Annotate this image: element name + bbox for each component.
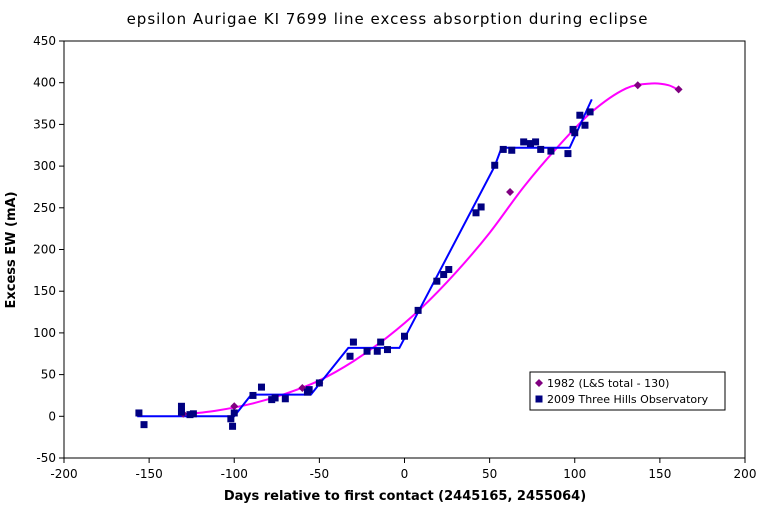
- data-point-2009: [377, 338, 385, 346]
- y-tick-label: 400: [33, 76, 56, 90]
- y-tick-label: 200: [33, 243, 56, 257]
- data-point-2009: [177, 408, 185, 416]
- x-tick-label: -200: [50, 467, 77, 481]
- y-tick-label: 150: [33, 284, 56, 298]
- x-tick-label: -150: [136, 467, 163, 481]
- data-point-1982: [633, 81, 642, 90]
- data-point-2009: [472, 209, 480, 217]
- y-axis-ticks: -50 0 50 100 150 200 250 300 350 400 450: [33, 34, 64, 465]
- y-tick-label: 300: [33, 159, 56, 173]
- legend-marker-diamond-icon: [535, 379, 543, 387]
- data-point-2009: [249, 391, 257, 399]
- data-point-1982: [506, 187, 515, 196]
- legend: 1982 (L&S total - 130) 2009 Three Hills O…: [529, 371, 726, 411]
- data-point-2009: [445, 266, 453, 274]
- y-tick-label: 350: [33, 117, 56, 131]
- x-tick-label: 50: [482, 467, 497, 481]
- y-axis-label: Excess EW (mA): [4, 191, 19, 308]
- data-point-2009: [373, 347, 381, 355]
- data-point-2009: [440, 271, 448, 279]
- data-point-2009: [477, 203, 485, 211]
- x-tick-label: 200: [734, 467, 757, 481]
- y-tick-label: 100: [33, 326, 56, 340]
- x-tick-label: -50: [310, 467, 330, 481]
- data-point-2009: [508, 146, 516, 154]
- data-point-2009: [576, 111, 584, 119]
- data-point-2009: [564, 150, 572, 158]
- data-point-2009: [526, 140, 534, 148]
- x-tick-label: 150: [648, 467, 671, 481]
- data-point-2009: [547, 147, 555, 155]
- data-point-2009: [532, 138, 540, 146]
- legend-label: 2009 Three Hills Observatory: [547, 393, 709, 406]
- legend-box: [529, 371, 726, 411]
- data-point-1982: [230, 402, 239, 411]
- data-point-2009: [177, 402, 185, 410]
- data-point-2009: [349, 338, 357, 346]
- data-point-1982: [674, 85, 683, 94]
- data-point-2009: [537, 145, 545, 153]
- y-tick-label: 0: [48, 409, 56, 423]
- y-tick-label: 250: [33, 201, 56, 215]
- y-tick-label: 50: [41, 368, 56, 382]
- chart-title: epsilon Aurigae KI 7699 line excess abso…: [126, 10, 649, 28]
- data-point-2009: [135, 409, 143, 417]
- y-tick-label: 450: [33, 34, 56, 48]
- data-point-2009: [271, 394, 279, 402]
- data-point-2009: [140, 421, 148, 429]
- legend-marker-square-icon: [535, 395, 543, 403]
- data-point-2009: [586, 108, 594, 116]
- data-point-2009: [230, 409, 238, 417]
- data-point-2009: [571, 129, 579, 137]
- data-point-2009: [433, 277, 441, 285]
- data-point-2009: [581, 121, 589, 129]
- data-point-2009: [189, 410, 197, 418]
- data-point-2009: [414, 306, 422, 314]
- data-point-2009: [257, 383, 265, 391]
- x-tick-label: 0: [401, 467, 409, 481]
- x-tick-label: 100: [563, 467, 586, 481]
- x-axis-ticks: -200 -150 -100 -50 0 50 100 150 200: [50, 458, 756, 481]
- data-point-2009: [227, 415, 235, 423]
- data-point-2009: [383, 346, 391, 354]
- legend-label: 1982 (L&S total - 130): [547, 377, 669, 390]
- data-point-2009: [229, 422, 237, 430]
- data-point-2009: [346, 352, 354, 360]
- y-tick-label: -50: [36, 451, 56, 465]
- data-point-2009: [281, 395, 289, 403]
- data-point-2009: [520, 138, 528, 146]
- data-point-2009: [305, 386, 313, 394]
- data-point-2009: [315, 379, 323, 387]
- x-tick-label: -100: [221, 467, 248, 481]
- x-axis-label: Days relative to first contact (2445165,…: [224, 489, 586, 504]
- data-point-2009: [363, 347, 371, 355]
- data-point-2009: [499, 145, 507, 153]
- data-point-2009: [491, 161, 499, 169]
- data-point-2009: [401, 332, 408, 340]
- data-markers: [135, 81, 683, 430]
